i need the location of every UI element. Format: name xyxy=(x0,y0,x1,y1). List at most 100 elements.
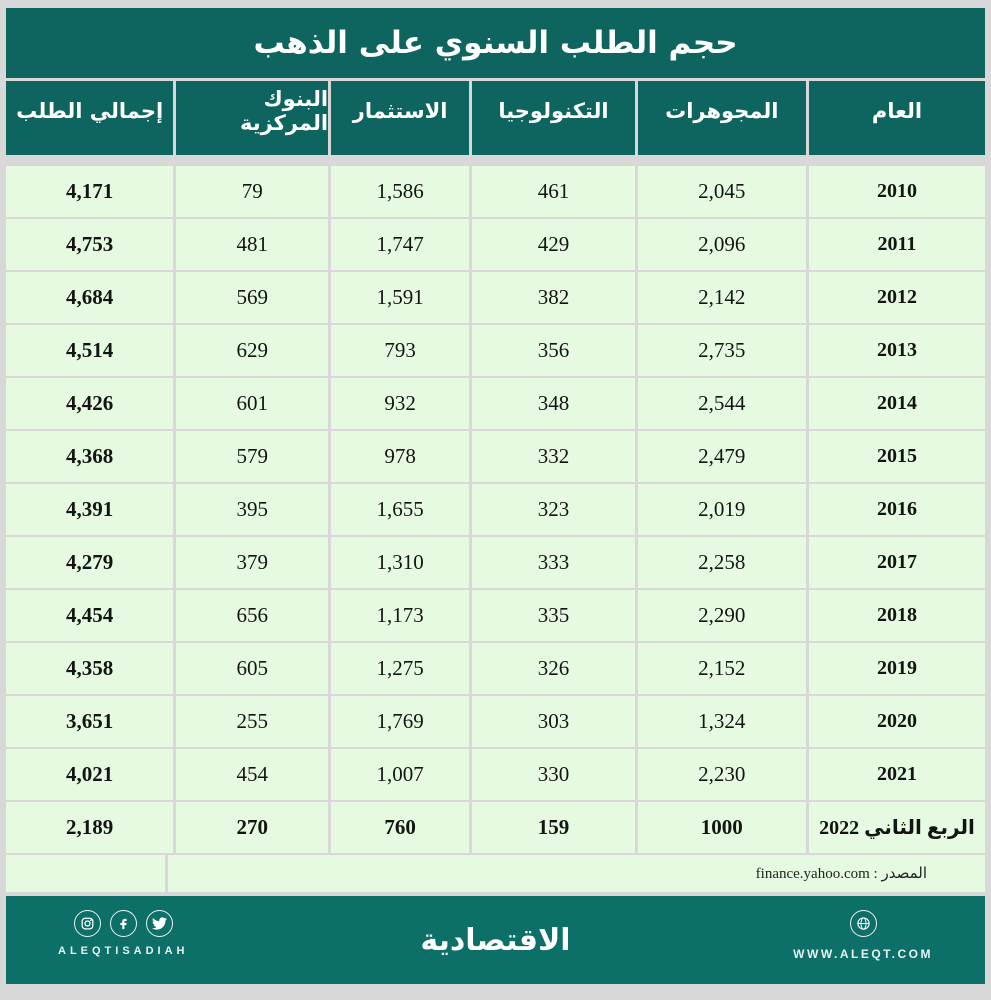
cell-year: 2017 xyxy=(808,537,985,588)
table-row: 2021 2,230 330 1,007 454 4,021 xyxy=(6,749,985,800)
table-row: 2019 2,152 326 1,275 605 4,358 xyxy=(6,643,985,694)
footer-website-block: WWW.ALEQT.COM xyxy=(793,910,933,961)
cell-investment: 1,747 xyxy=(331,219,470,270)
cell-jewelry: 2,735 xyxy=(637,325,806,376)
cell-jewelry: 2,142 xyxy=(637,272,806,323)
source-row: المصدر : finance.yahoo.com xyxy=(6,855,985,892)
cell-investment: 932 xyxy=(331,378,470,429)
gold-demand-table: العام المجوهرات التكنولوجيا الاستثمار ال… xyxy=(6,81,985,896)
cell-central-banks: 629 xyxy=(176,325,329,376)
cell-total-demand: 4,021 xyxy=(6,749,174,800)
cell-central-banks: 79 xyxy=(176,166,329,217)
cell-jewelry: 2,152 xyxy=(637,643,806,694)
table-row: 2012 2,142 382 1,591 569 4,684 xyxy=(6,272,985,323)
cell-investment: 1,591 xyxy=(331,272,470,323)
cell-technology: 333 xyxy=(472,537,635,588)
footer-bar: ALEQTISADIAH الاقتصادية WWW.ALEQT.COM xyxy=(6,896,985,984)
cell-investment: 1,007 xyxy=(331,749,470,800)
cell-technology: 356 xyxy=(472,325,635,376)
column-header-jewelry: المجوهرات xyxy=(637,81,806,155)
cell-year: 2019 xyxy=(808,643,985,694)
cell-jewelry: 2,258 xyxy=(637,537,806,588)
cell-jewelry: 2,544 xyxy=(637,378,806,429)
cell-year: 2013 xyxy=(808,325,985,376)
cell-total-demand: 4,426 xyxy=(6,378,174,429)
table-row: 2020 1,324 303 1,769 255 3,651 xyxy=(6,696,985,747)
source-text: المصدر : finance.yahoo.com xyxy=(755,866,927,882)
cell-technology: 332 xyxy=(472,431,635,482)
cell-year: 2012 xyxy=(808,272,985,323)
table-row: الربع الثاني 2022 1000 159 760 270 2,189 xyxy=(6,802,985,853)
cell-central-banks: 569 xyxy=(176,272,329,323)
cell-jewelry: 2,479 xyxy=(637,431,806,482)
cell-investment: 1,275 xyxy=(331,643,470,694)
cell-central-banks: 481 xyxy=(176,219,329,270)
cell-year: 2020 xyxy=(808,696,985,747)
cell-total-demand: 4,368 xyxy=(6,431,174,482)
cell-total-demand: 4,358 xyxy=(6,643,174,694)
globe-icon[interactable] xyxy=(849,910,877,937)
cell-total-demand: 3,651 xyxy=(6,696,174,747)
cell-year: الربع الثاني 2022 xyxy=(808,802,985,853)
cell-jewelry: 2,019 xyxy=(637,484,806,535)
cell-total-demand: 4,454 xyxy=(6,590,174,641)
facebook-icon[interactable] xyxy=(109,910,137,937)
column-header-investment: الاستثمار xyxy=(331,81,470,155)
cell-jewelry: 2,230 xyxy=(637,749,806,800)
cell-total-demand: 2,189 xyxy=(6,802,174,853)
cell-technology: 335 xyxy=(472,590,635,641)
cell-jewelry: 2,290 xyxy=(637,590,806,641)
brand-logo: الاقتصادية xyxy=(420,922,571,958)
cell-central-banks: 656 xyxy=(176,590,329,641)
social-handle[interactable]: ALEQTISADIAH xyxy=(58,945,189,957)
cell-total-demand: 4,391 xyxy=(6,484,174,535)
cell-total-demand: 4,171 xyxy=(6,166,174,217)
cell-central-banks: 454 xyxy=(176,749,329,800)
cell-investment: 978 xyxy=(331,431,470,482)
footer-social-block: ALEQTISADIAH xyxy=(58,910,189,957)
cell-investment: 760 xyxy=(331,802,470,853)
column-header-central-banks: البنوك المركزية xyxy=(176,81,329,155)
page-title: حجم الطلب السنوي على الذهب xyxy=(253,25,738,61)
cell-investment: 1,769 xyxy=(331,696,470,747)
instagram-icon[interactable] xyxy=(73,910,101,937)
cell-investment: 1,655 xyxy=(331,484,470,535)
cell-technology: 461 xyxy=(472,166,635,217)
cell-central-banks: 601 xyxy=(176,378,329,429)
cell-technology: 326 xyxy=(472,643,635,694)
column-header-technology: التكنولوجيا xyxy=(472,81,635,155)
cell-year: 2014 xyxy=(808,378,985,429)
column-header-year: العام xyxy=(808,81,985,155)
cell-year: 2018 xyxy=(808,590,985,641)
cell-technology: 429 xyxy=(472,219,635,270)
cell-technology: 159 xyxy=(472,802,635,853)
cell-central-banks: 395 xyxy=(176,484,329,535)
cell-jewelry: 1000 xyxy=(637,802,806,853)
page-title-bar: حجم الطلب السنوي على الذهب xyxy=(6,8,985,78)
cell-technology: 323 xyxy=(472,484,635,535)
table-row: 2014 2,544 348 932 601 4,426 xyxy=(6,378,985,429)
source-empty-cell xyxy=(6,855,166,892)
cell-total-demand: 4,684 xyxy=(6,272,174,323)
cell-total-demand: 4,514 xyxy=(6,325,174,376)
cell-jewelry: 1,324 xyxy=(637,696,806,747)
cell-jewelry: 2,096 xyxy=(637,219,806,270)
cell-technology: 382 xyxy=(472,272,635,323)
cell-year: 2016 xyxy=(808,484,985,535)
table-header-row: العام المجوهرات التكنولوجيا الاستثمار ال… xyxy=(6,81,985,155)
cell-central-banks: 270 xyxy=(176,802,329,853)
twitter-icon[interactable] xyxy=(145,910,173,937)
source-cell: المصدر : finance.yahoo.com xyxy=(168,855,985,892)
column-header-total-demand: إجمالي الطلب xyxy=(6,81,174,155)
cell-technology: 303 xyxy=(472,696,635,747)
cell-technology: 330 xyxy=(472,749,635,800)
cell-investment: 1,173 xyxy=(331,590,470,641)
website-url[interactable]: WWW.ALEQT.COM xyxy=(793,947,933,961)
cell-year: 2021 xyxy=(808,749,985,800)
social-icon-row xyxy=(58,910,189,937)
cell-investment: 793 xyxy=(331,325,470,376)
cell-technology: 348 xyxy=(472,378,635,429)
table-body: 2010 2,045 461 1,586 79 4,171 2011 2,096… xyxy=(6,166,985,853)
cell-year: 2010 xyxy=(808,166,985,217)
